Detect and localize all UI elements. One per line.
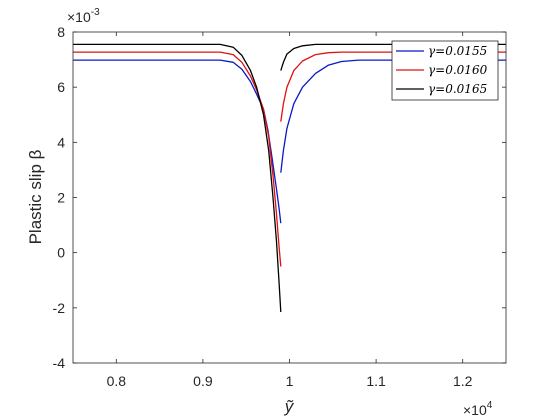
x-exponent-label: ×104	[463, 400, 493, 418]
y-tick-label-5: 4	[57, 134, 65, 150]
x-axis-label: ỹ	[284, 397, 295, 416]
legend-label-3: γ=0.0165	[428, 82, 487, 96]
legend-label-2: γ=0.0160	[428, 63, 488, 77]
y-tick-label-1: -4	[53, 355, 66, 371]
series-line-3-left	[73, 43, 282, 313]
y-tick-label-6: 6	[57, 79, 65, 95]
legend: γ=0.0155 γ=0.0160 γ=0.0165	[391, 40, 499, 101]
series-line-2-left	[73, 51, 282, 267]
y-tick-label-3: 0	[57, 245, 65, 261]
y-tick-label-4: 2	[57, 190, 65, 206]
series-line-1-left	[73, 59, 282, 224]
legend-label-1: γ=0.0155	[428, 44, 487, 58]
series-line-1-right	[280, 59, 506, 173]
x-ticks: 0.8 0.9 1 1.1 1.2	[107, 32, 473, 389]
x-exponent-power: 4	[487, 400, 493, 411]
y-exponent-label: ×10-3	[67, 7, 100, 25]
x-tick-label-3: 1	[286, 373, 294, 389]
x-exponent-base: ×10	[463, 402, 487, 418]
series-line-3-right	[280, 43, 506, 71]
y-tick-label-7: 8	[57, 24, 65, 40]
x-tick-label-2: 0.9	[193, 373, 213, 389]
x-tick-label-5: 1.2	[453, 373, 473, 389]
x-tick-label-1: 0.8	[107, 373, 127, 389]
series-line-2-right	[280, 51, 506, 122]
x-tick-label-4: 1.1	[366, 373, 386, 389]
y-ticks: -4 -2 0 2 4 6 8	[53, 24, 506, 371]
y-exponent-power: -3	[91, 7, 100, 18]
y-axis-label: Plastic slip β	[26, 149, 45, 244]
legend-items: γ=0.0155 γ=0.0160 γ=0.0165	[396, 44, 488, 96]
series-layer	[73, 43, 506, 313]
y-tick-label-2: -2	[53, 300, 66, 316]
y-exponent-base: ×10	[67, 9, 91, 25]
